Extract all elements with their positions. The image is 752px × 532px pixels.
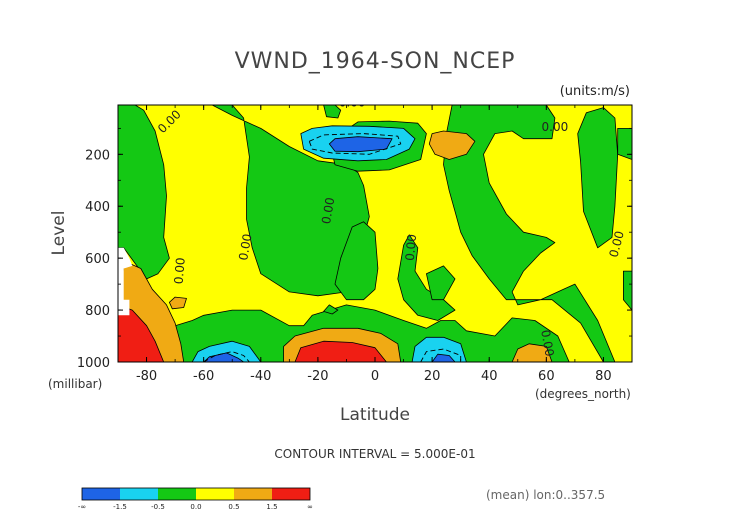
contour-label-1: 0.00 [339,95,366,109]
contour-region-5 [577,107,619,249]
contour-region-6 [617,127,632,160]
contour-region-16 [203,352,245,362]
dashed-contour-1 [203,351,250,362]
colorbar-tick-label-0: -∞ [78,503,86,511]
colorbar-tick-label-3: 0.0 [190,503,201,511]
contour-label-6: 0.00 [403,234,419,262]
contour-label-7: 0.00 [606,229,626,258]
colorbar-swatch-4 [234,488,272,500]
contour-label-8: 0.00 [538,329,556,358]
dashed-contour-2 [420,348,462,362]
contour-region-10 [425,265,456,301]
chart-title: VWND_1964-SON_NCEP [235,49,516,74]
contour-region-23 [511,343,553,362]
contour-label-3: 0.00 [236,233,254,262]
colorbar-swatch-0 [82,488,120,500]
contour-region-2 [323,105,342,119]
colorbar-tick-label-1: -1.5 [113,503,127,511]
x-tick-label-2: -40 [250,369,271,384]
x-tick-label-6: 40 [481,369,498,384]
colorbar: -∞ -1.5 -0.5 0.0 0.5 1.5 ∞ [78,487,313,511]
y-tick-label-4: 1000 [77,356,110,371]
contour-region-24 [118,304,165,362]
colorbar-tick-label-5: 1.5 [266,503,277,511]
y-axis-label: Level [49,211,69,256]
contour-label-4: 0.00 [319,196,337,225]
contour-region-4 [443,105,616,362]
colorbar-swatch-5 [272,488,310,500]
x-units-label: (degrees_north) [535,387,631,401]
contour-region-25 [294,340,387,362]
contour-interval-text: CONTOUR INTERVAL = 5.000E-01 [274,447,475,461]
contour-region-19 [428,130,476,160]
y-tick-label-2: 600 [85,252,110,267]
x-tick-label-7: 60 [538,369,555,384]
y-tick-label-1: 400 [85,200,110,215]
contour-region-7 [623,270,632,311]
y-tick-label-0: 200 [85,148,110,163]
x-tick-label-4: 0 [371,369,379,384]
x-tick-label-3: -20 [307,369,328,384]
plot-area: 0.000.000.000.000.000.000.00 0.000.00 [118,95,632,362]
contour-region-20 [168,296,187,310]
contour-label-5: 0.00 [172,257,188,285]
colorbar-tick-label-6: ∞ [307,503,313,511]
contour-region-14 [328,136,393,153]
y-tick-label-3: 800 [85,304,110,319]
colorbar-tick-label-4: 0.5 [228,503,239,511]
colorbar-swatch-3 [196,488,234,500]
y-axis: 200 400 600 800 1000 [77,127,632,371]
x-tick-label-0: -80 [136,369,157,384]
x-tick-label-8: 80 [595,369,612,384]
colorbar-frame [81,487,311,501]
missing-region-0 [118,247,133,316]
contour-region-18 [431,353,456,362]
x-tick-label-1: -60 [193,369,214,384]
y-units-label: (millibar) [48,377,102,391]
contour-region-0 [118,105,170,280]
units-label: (units:m/s) [560,84,630,99]
x-tick-label-5: 20 [424,369,441,384]
contour-region-12 [323,304,339,315]
contour-label-2: 0.00 [542,120,569,134]
colorbar-tick-label-2: -0.5 [151,503,165,511]
contour-region-8 [334,221,379,301]
colorbar-swatch-1 [120,488,158,500]
x-axis: -80 -60 -40 -20 0 20 40 60 80 [117,105,633,384]
colorbar-swatch-2 [158,488,196,500]
dashed-contour-0 [308,133,402,155]
x-axis-label: Latitude [340,405,410,425]
footer-text: (mean) lon:0..357.5 [486,488,605,502]
